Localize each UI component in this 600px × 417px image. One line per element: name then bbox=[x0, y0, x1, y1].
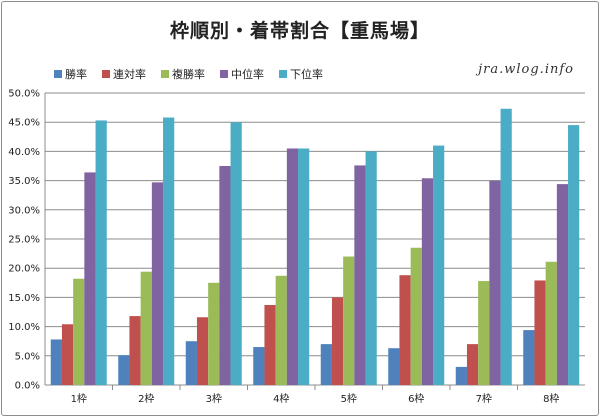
bar bbox=[556, 184, 569, 385]
legend-label: 中位率 bbox=[231, 68, 264, 81]
bar bbox=[208, 282, 220, 385]
bar bbox=[84, 172, 96, 385]
chart-legend: 勝率 連対率 複勝率 中位率 下位率 bbox=[54, 67, 338, 81]
bar bbox=[489, 180, 501, 385]
legend-item: 勝率 bbox=[54, 66, 87, 82]
bar bbox=[568, 125, 580, 386]
x-tick-label: 6枠 bbox=[408, 392, 424, 405]
y-tick-label: 0.0% bbox=[15, 381, 40, 392]
bar bbox=[185, 341, 197, 385]
legend-swatch bbox=[102, 70, 110, 78]
legend-swatch bbox=[279, 70, 287, 78]
y-tick-label: 40.0% bbox=[8, 147, 40, 158]
bar bbox=[298, 148, 310, 385]
legend-item: 中位率 bbox=[220, 66, 264, 82]
bar bbox=[163, 117, 175, 385]
bar bbox=[264, 304, 276, 385]
bar bbox=[534, 280, 546, 385]
x-tick-label: 4枠 bbox=[273, 392, 289, 405]
watermark: jra.wlog.info bbox=[478, 62, 574, 77]
bar bbox=[433, 145, 445, 385]
bar bbox=[95, 120, 107, 385]
bar bbox=[219, 166, 231, 385]
bar bbox=[286, 148, 299, 385]
bar bbox=[61, 324, 74, 385]
y-tick-label: 15.0% bbox=[8, 293, 40, 304]
bar bbox=[331, 297, 344, 385]
bar bbox=[421, 178, 434, 385]
x-tick-label: 1枠 bbox=[71, 392, 87, 405]
legend-item: 下位率 bbox=[279, 66, 323, 82]
bar bbox=[365, 151, 377, 385]
bar bbox=[354, 165, 366, 385]
y-tick-label: 35.0% bbox=[8, 176, 40, 187]
legend-label: 連対率 bbox=[113, 68, 146, 81]
y-tick-label: 20.0% bbox=[8, 264, 40, 275]
x-tick-label: 2枠 bbox=[138, 392, 154, 405]
y-tick-label: 5.0% bbox=[15, 351, 40, 362]
legend-swatch bbox=[220, 70, 228, 78]
bar bbox=[196, 317, 209, 385]
bar bbox=[399, 275, 411, 385]
bar bbox=[50, 339, 62, 385]
legend-item: 連対率 bbox=[102, 66, 146, 82]
bar bbox=[500, 108, 512, 385]
x-tick-label: 5枠 bbox=[341, 392, 357, 405]
x-tick-label: 8枠 bbox=[543, 392, 559, 405]
bar bbox=[545, 261, 557, 385]
bar bbox=[478, 281, 490, 385]
bar bbox=[410, 247, 422, 385]
chart-title: 枠順別・着帯割合【重馬場】 bbox=[169, 20, 430, 42]
legend-label: 下位率 bbox=[290, 68, 323, 81]
y-tick-label: 45.0% bbox=[8, 118, 40, 129]
bar bbox=[320, 344, 332, 385]
bar bbox=[253, 347, 265, 385]
legend-item: 複勝率 bbox=[161, 66, 205, 82]
bar bbox=[466, 344, 479, 385]
bar bbox=[275, 275, 287, 385]
bar bbox=[118, 355, 130, 385]
bar bbox=[140, 271, 152, 385]
bar bbox=[523, 330, 535, 385]
y-tick-label: 30.0% bbox=[8, 205, 40, 216]
x-tick-label: 7枠 bbox=[476, 392, 492, 405]
legend-swatch bbox=[54, 70, 62, 78]
x-tick-label: 3枠 bbox=[206, 392, 222, 405]
y-tick-label: 25.0% bbox=[8, 235, 40, 246]
y-tick-label: 50.0% bbox=[8, 89, 40, 100]
bar bbox=[455, 366, 467, 385]
bar bbox=[230, 122, 242, 385]
bar bbox=[129, 316, 141, 385]
legend-swatch bbox=[161, 70, 169, 78]
bar bbox=[343, 256, 355, 385]
legend-label: 勝率 bbox=[65, 68, 87, 81]
bar bbox=[73, 278, 85, 385]
bar bbox=[151, 182, 164, 385]
legend-label: 複勝率 bbox=[172, 68, 205, 81]
y-tick-label: 10.0% bbox=[8, 322, 40, 333]
bar bbox=[388, 348, 400, 385]
